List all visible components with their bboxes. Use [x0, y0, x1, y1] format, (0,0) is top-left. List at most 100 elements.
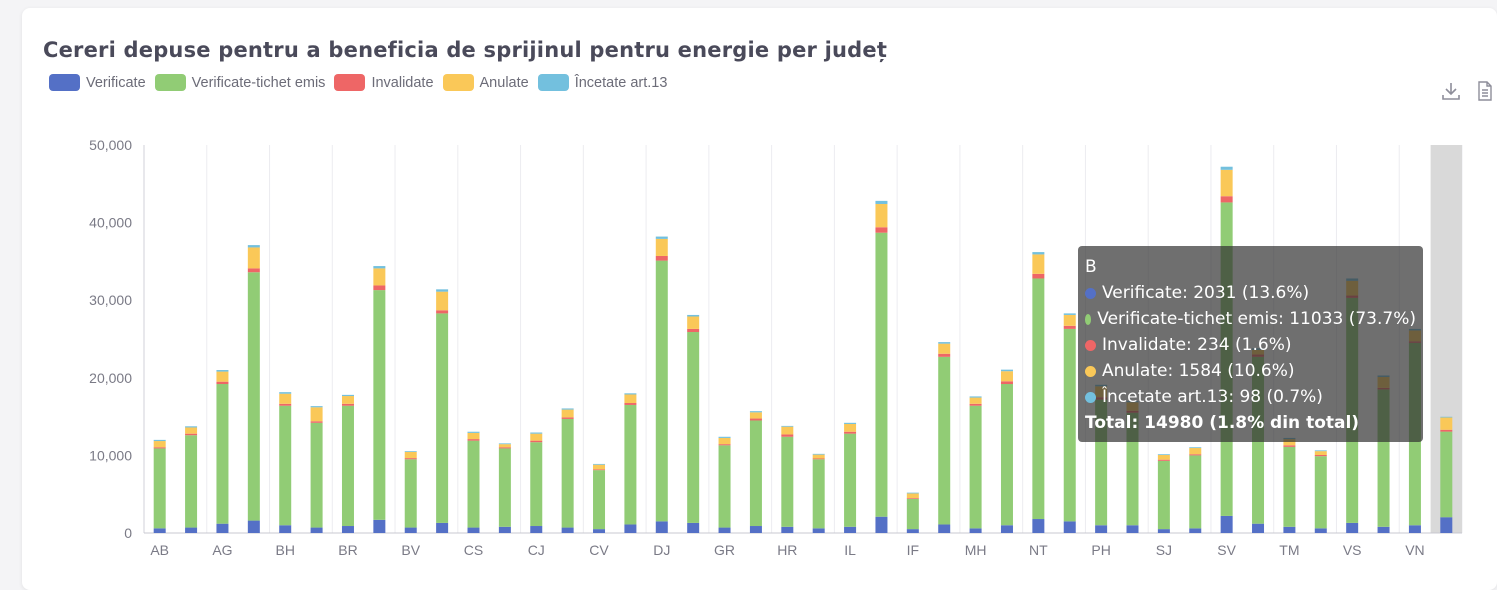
x-tick-label: GR [714, 542, 735, 558]
bar-segment-anulate [655, 238, 668, 256]
bar-segment-tichet [844, 433, 857, 527]
tooltip-text: Invalidate: 234 (1.6%) [1102, 335, 1292, 355]
bar-segment-verificate [749, 526, 762, 533]
data-view-icon[interactable] [1474, 80, 1496, 102]
bar-segment-incetate [1063, 313, 1076, 315]
tooltip-text: Încetate art.13: 98 (0.7%) [1102, 387, 1323, 407]
bar-segment-invalidate [875, 227, 888, 233]
bar-segment-verificate [1063, 521, 1076, 533]
legend-item-invalidate[interactable]: Invalidate [334, 74, 434, 91]
bar-segment-incetate [153, 439, 166, 442]
legend-label: Verificate [86, 74, 146, 91]
bar-segment-tichet [1189, 455, 1202, 529]
tooltip-text: Verificate-tichet emis: 11033 (73.7%) [1097, 309, 1416, 329]
bar-segment-invalidate [655, 255, 668, 261]
bar-segment-anulate [969, 397, 982, 404]
legend-swatch [49, 74, 80, 91]
bar-segment-tichet [812, 459, 825, 529]
tooltip-row-verificate: Verificate: 2031 (13.6%) [1085, 280, 1416, 306]
bar-segment-anulate [467, 432, 480, 440]
bar-segment-tichet [906, 498, 919, 530]
bar-segment-anulate [561, 409, 574, 418]
y-tick-label: 40,000 [89, 215, 132, 231]
bar-segment-incetate [906, 492, 919, 494]
tooltip-dot [1085, 287, 1096, 299]
bar-segment-incetate [1000, 369, 1013, 372]
tooltip-total: Total: 14980 (1.8% din total) [1085, 413, 1360, 433]
bar-segment-verificate [938, 524, 951, 533]
bar-segment-tichet [655, 260, 668, 522]
bar-segment-verificate [906, 529, 919, 533]
legend-swatch [442, 74, 474, 91]
bar-segment-tichet [624, 404, 637, 525]
x-tick-label: CJ [528, 542, 545, 558]
tooltip-dot [1085, 313, 1092, 325]
x-tick-label: CV [589, 542, 609, 558]
bar-segment-anulate [749, 412, 762, 419]
bar-segment-incetate [749, 411, 762, 413]
legend-item-anulate[interactable]: Anulate [442, 74, 529, 91]
bar-segment-verificate [655, 521, 668, 533]
chart-title: Cereri depuse pentru a beneficia de spri… [43, 38, 888, 62]
legend-label: Invalidate [371, 74, 434, 91]
bar-segment-verificate [1346, 522, 1359, 533]
bar-segment-incetate [844, 422, 857, 424]
bar-segment-invalidate [781, 434, 794, 437]
legend-item-verificate[interactable]: Verificate [49, 74, 146, 91]
bar-segment-anulate [593, 464, 606, 470]
bar-segment-incetate [718, 436, 731, 438]
bar-segment-invalidate [153, 447, 166, 449]
bar-segment-verificate [404, 527, 417, 533]
y-tick-label: 30,000 [89, 292, 132, 308]
bar-segment-anulate [153, 441, 166, 448]
bar-segment-tichet [530, 442, 543, 527]
legend-item-incetate[interactable]: Încetate art.13 [537, 74, 667, 91]
bar-segment-anulate [624, 394, 637, 404]
bar-segment-anulate [1314, 451, 1327, 456]
bar-segment-verificate [1032, 519, 1045, 533]
legend-item-tichet[interactable]: Verificate-tichet emis [154, 74, 325, 91]
tooltip-dot [1085, 365, 1096, 377]
x-tick-label: IL [844, 542, 856, 558]
bar-segment-tichet [969, 405, 982, 529]
bar-segment-invalidate [687, 328, 700, 333]
bar-segment-incetate [1189, 447, 1202, 449]
bar-segment-anulate [1000, 371, 1013, 382]
bar-segment-anulate [812, 454, 825, 459]
bar-segment-verificate [310, 527, 323, 533]
bar-segment-verificate [1377, 526, 1390, 533]
tooltip-row-incetate: Încetate art.13: 98 (0.7%) [1085, 384, 1416, 410]
download-icon[interactable] [1440, 80, 1462, 102]
bar-segment-verificate [153, 528, 166, 533]
bar-segment-verificate [593, 529, 606, 533]
bar-segment-anulate [373, 268, 386, 286]
bar-segment-invalidate [404, 458, 417, 460]
bar-segment-invalidate [467, 439, 480, 441]
bar-segment-incetate [373, 266, 386, 269]
x-tick-label: PH [1091, 542, 1110, 558]
bar-segment-anulate [530, 433, 543, 441]
bar-segment-tichet [185, 435, 198, 528]
bar-segment-verificate [1314, 528, 1327, 533]
bar-segment-anulate [875, 203, 888, 228]
bar-segment-anulate [687, 316, 700, 329]
bar-segment-anulate [1157, 455, 1170, 460]
bar-segment-tichet [373, 290, 386, 520]
legend-swatch [537, 74, 569, 91]
bar-segment-verificate [1157, 529, 1170, 533]
bar-segment-invalidate [1283, 445, 1296, 447]
bar-segment-invalidate [1063, 325, 1076, 329]
bar-segment-tichet [216, 384, 229, 524]
bar-segment-tichet [1157, 460, 1170, 530]
bar-segment-incetate [687, 314, 700, 317]
bar-segment-verificate [247, 520, 260, 533]
bar-segment-tichet [404, 459, 417, 528]
x-tick-label: IF [907, 542, 919, 558]
bar-segment-invalidate [373, 285, 386, 291]
bar-segment-incetate [404, 451, 417, 452]
bar-segment-anulate [341, 396, 354, 404]
legend: Verificate Verificate-tichet emis Invali… [49, 74, 676, 91]
x-tick-label: DJ [653, 542, 670, 558]
bar-segment-invalidate [1220, 196, 1233, 203]
bar-segment-invalidate [906, 498, 919, 499]
